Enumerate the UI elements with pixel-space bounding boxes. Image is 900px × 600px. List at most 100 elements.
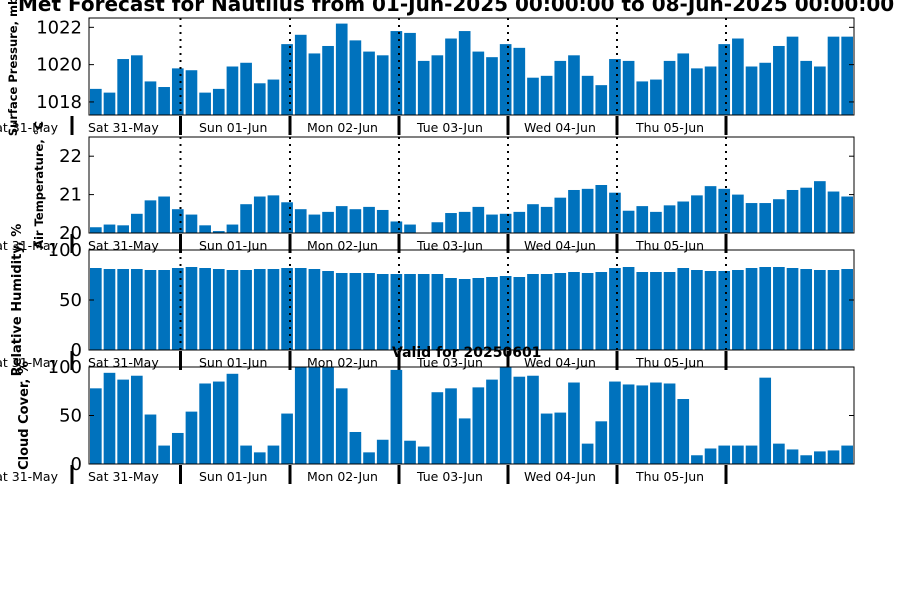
bar bbox=[158, 445, 170, 464]
y-tick-label: 1022 bbox=[36, 17, 82, 38]
bar bbox=[841, 36, 853, 115]
bar bbox=[568, 382, 580, 464]
bar bbox=[458, 418, 471, 464]
bar bbox=[814, 181, 826, 233]
y-tick-label: 21 bbox=[59, 185, 82, 206]
x-day-label: Sun 01-Jun bbox=[199, 469, 267, 484]
bar bbox=[267, 195, 280, 233]
bar bbox=[800, 455, 813, 464]
bar bbox=[568, 55, 580, 115]
bar bbox=[253, 83, 266, 115]
bar bbox=[540, 75, 553, 115]
bar bbox=[240, 62, 252, 115]
bar bbox=[472, 206, 485, 233]
bar bbox=[130, 55, 143, 115]
bar bbox=[814, 66, 826, 115]
bar bbox=[335, 23, 348, 116]
bar bbox=[568, 272, 580, 350]
bar bbox=[445, 213, 457, 233]
bar bbox=[322, 367, 334, 464]
bar bbox=[294, 34, 307, 115]
bar bbox=[445, 38, 457, 115]
bar bbox=[404, 440, 416, 464]
bar bbox=[691, 68, 703, 115]
bar bbox=[144, 81, 157, 115]
bar bbox=[117, 379, 129, 464]
bar bbox=[663, 272, 676, 350]
bar bbox=[363, 452, 375, 464]
bar bbox=[595, 272, 608, 350]
x-day-label: Sun 01-Jun bbox=[199, 238, 267, 253]
bar bbox=[581, 188, 594, 233]
bar bbox=[540, 413, 553, 464]
x-day-label: Tue 03-Jun bbox=[416, 469, 483, 484]
bar bbox=[294, 268, 307, 350]
bar bbox=[117, 59, 129, 115]
bar bbox=[240, 445, 252, 464]
bar bbox=[281, 268, 293, 350]
x-day-label: Sat 31-May bbox=[0, 469, 59, 484]
bar bbox=[499, 213, 512, 233]
bar bbox=[745, 66, 758, 115]
x-day-label: Tue 03-Jun bbox=[416, 120, 483, 135]
bar bbox=[185, 267, 198, 350]
bar bbox=[732, 270, 744, 350]
x-day-label: Thu 05-Jun bbox=[635, 355, 704, 370]
bar bbox=[800, 60, 813, 115]
bar bbox=[144, 200, 157, 233]
bar bbox=[130, 269, 143, 350]
bar bbox=[718, 445, 731, 464]
x-day-label: Sat 31-May bbox=[88, 355, 159, 370]
bar bbox=[103, 92, 116, 115]
bar bbox=[568, 189, 580, 233]
bar bbox=[472, 51, 485, 115]
bar bbox=[554, 197, 567, 233]
bar bbox=[390, 221, 403, 233]
y-tick-label: 50 bbox=[59, 406, 82, 427]
bar bbox=[349, 40, 362, 115]
bar bbox=[609, 192, 621, 233]
bar bbox=[117, 269, 129, 350]
bar bbox=[718, 271, 731, 350]
bar bbox=[445, 278, 457, 350]
bar bbox=[158, 87, 170, 115]
bar bbox=[540, 274, 553, 350]
bar bbox=[226, 66, 239, 115]
bar bbox=[677, 399, 690, 464]
bar bbox=[827, 191, 840, 233]
bar bbox=[527, 77, 539, 115]
bar bbox=[294, 367, 307, 464]
bar bbox=[732, 38, 744, 115]
bar bbox=[704, 186, 717, 233]
bar bbox=[650, 211, 662, 233]
x-day-label: Wed 04-Jun bbox=[524, 120, 596, 135]
bar bbox=[390, 369, 403, 464]
bar bbox=[185, 411, 198, 464]
y-tick-label: 22 bbox=[59, 146, 82, 167]
bar bbox=[472, 278, 485, 350]
bar bbox=[90, 88, 102, 115]
bar bbox=[841, 269, 853, 350]
bar bbox=[376, 439, 389, 464]
bar bbox=[609, 268, 621, 350]
bar bbox=[622, 210, 635, 233]
bar bbox=[171, 209, 184, 233]
bar bbox=[144, 414, 157, 464]
bar bbox=[376, 55, 389, 115]
x-day-label: Mon 02-Jun bbox=[307, 120, 378, 135]
bar bbox=[554, 273, 567, 350]
bar bbox=[745, 268, 758, 350]
bar bbox=[663, 60, 676, 115]
bar bbox=[458, 211, 471, 233]
bar bbox=[90, 268, 102, 350]
bar bbox=[90, 388, 102, 464]
x-day-label: Sat 31-May bbox=[0, 355, 59, 370]
bar bbox=[212, 269, 225, 350]
bar bbox=[499, 367, 512, 464]
bar bbox=[390, 274, 403, 350]
bar bbox=[609, 59, 621, 115]
bar bbox=[431, 274, 444, 350]
x-day-label: Wed 04-Jun bbox=[524, 355, 596, 370]
bar bbox=[827, 450, 840, 464]
